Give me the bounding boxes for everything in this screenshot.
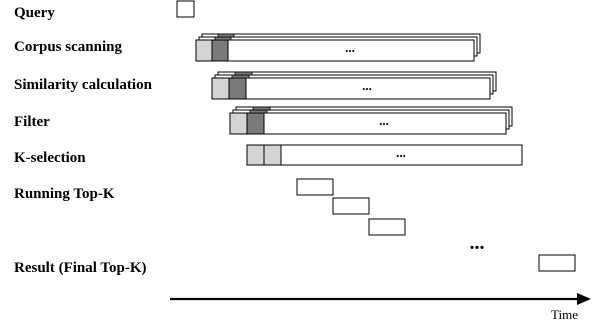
time-axis-arrowhead: [577, 293, 591, 305]
k-selection-bar-front: [246, 144, 523, 166]
filter-segment-dark: [246, 112, 265, 135]
similarity-segment-light: [211, 77, 230, 100]
corpus-ellipsis: ...: [345, 40, 355, 55]
stage-label-query: Query: [14, 5, 55, 21]
time-axis-label: Time: [551, 307, 578, 322]
filter-segment-dark-back-1: [249, 109, 268, 114]
similarity-ellipsis: ...: [362, 78, 372, 93]
similarity-segment-dark-back-2: [234, 71, 253, 76]
k-selection-ellipsis: ...: [396, 145, 406, 160]
running-top-k-box: [368, 218, 406, 236]
filter-bar-front: [229, 112, 507, 135]
corpus-segment-dark-back-2: [217, 33, 235, 38]
query-box: [176, 0, 195, 18]
corpus-scanning-bars: ...: [195, 33, 481, 62]
k-selection-bar: ...: [246, 144, 523, 166]
result-box: [538, 254, 576, 272]
stage-label-corpus-scanning: Corpus scanning: [14, 39, 122, 55]
stage-label-similarity-calculation: Similarity calculation: [14, 77, 153, 93]
k-selection-segment-light-1: [246, 144, 265, 166]
stage-label-filter: Filter: [14, 114, 50, 130]
similarity-bar-front: [211, 77, 491, 100]
stage-label-running-top-k: Running Top-K: [14, 186, 115, 202]
similarity-segment-dark-back-1: [231, 74, 250, 79]
running-top-k-box: [296, 178, 334, 196]
corpus-segment-dark: [211, 39, 229, 62]
similarity-segment-dark: [228, 77, 247, 100]
filter-bars: ...: [229, 106, 513, 135]
stage-label-result: Result (Final Top-K): [14, 260, 147, 276]
similarity-calculation-bars: ...: [211, 71, 497, 100]
corpus-segment-dark-back-1: [214, 36, 232, 41]
filter-segment-dark-back-2: [252, 106, 271, 111]
filter-segment-light: [229, 112, 248, 135]
corpus-segment-light: [195, 39, 213, 62]
filter-ellipsis: ...: [379, 113, 389, 128]
time-axis: Time: [170, 293, 591, 322]
running-top-k-box: [332, 197, 370, 215]
running-top-k-ellipsis: ...: [470, 232, 485, 254]
corpus-bar-front: [195, 39, 475, 62]
k-selection-segment-light-2: [263, 144, 282, 166]
stage-label-k-selection: K-selection: [14, 150, 86, 166]
